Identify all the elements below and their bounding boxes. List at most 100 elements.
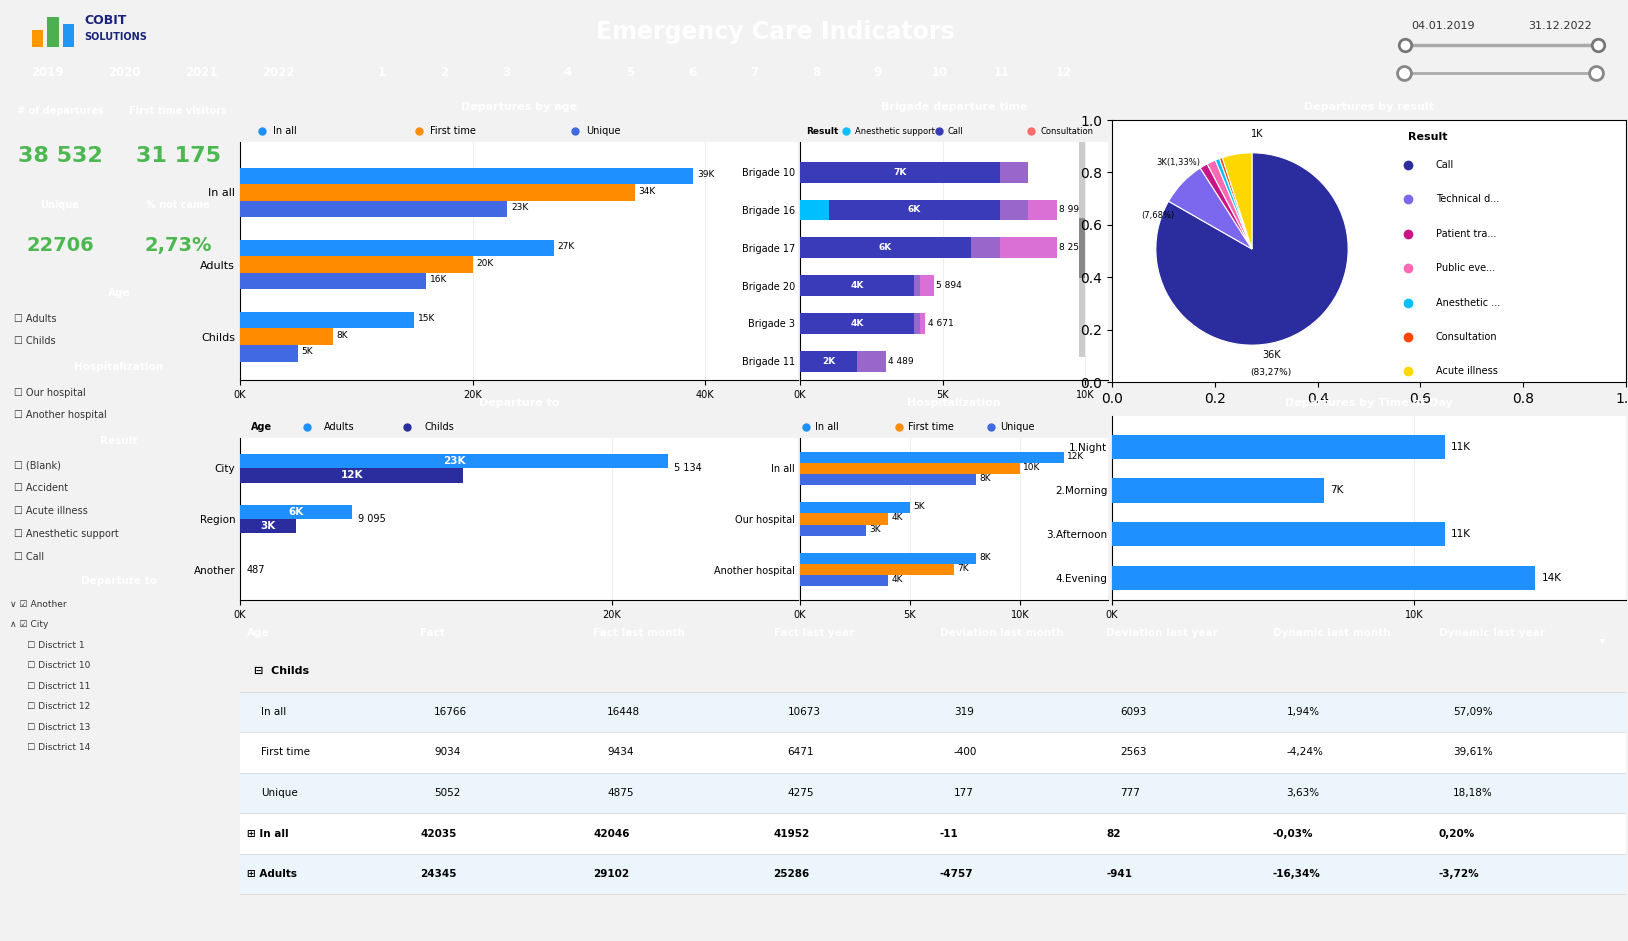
Text: 7K: 7K (894, 167, 907, 177)
Bar (799, 575, 887, 586)
Text: Unique: Unique (1000, 422, 1035, 432)
Text: ☐ Disctrict 13: ☐ Disctrict 13 (10, 723, 90, 732)
Text: 11K: 11K (1451, 441, 1470, 452)
Text: 2020: 2020 (107, 66, 140, 79)
Text: -4757: -4757 (939, 869, 974, 879)
Text: 12: 12 (1057, 66, 1073, 79)
Text: 4: 4 (563, 66, 571, 79)
Text: 4 671: 4 671 (928, 319, 954, 327)
Text: 4 489: 4 489 (887, 357, 913, 366)
Text: 12K: 12K (1068, 452, 1084, 461)
Text: 5052: 5052 (435, 788, 461, 798)
Bar (799, 463, 1021, 474)
Bar (239, 692, 1626, 732)
Text: 18,18%: 18,18% (1452, 788, 1493, 798)
Text: ☐ Another hospital: ☐ Another hospital (15, 409, 107, 420)
Bar (972, 237, 1000, 258)
Text: 6471: 6471 (788, 747, 814, 758)
Text: Departures by Time of Day: Departures by Time of Day (1284, 398, 1452, 408)
Bar (31, 30, 42, 46)
Text: Deviation last month: Deviation last month (939, 628, 1063, 638)
Bar (856, 351, 886, 372)
Text: 2563: 2563 (1120, 747, 1146, 758)
Text: ∨ ☑ Another: ∨ ☑ Another (10, 599, 67, 609)
Bar (799, 275, 913, 295)
Text: 7K: 7K (957, 564, 969, 573)
Text: Fact: Fact (420, 628, 444, 638)
Bar (239, 504, 352, 519)
Bar (799, 162, 1000, 183)
Text: Hospitalization: Hospitalization (75, 362, 163, 372)
Text: 4875: 4875 (607, 788, 633, 798)
Text: 2021: 2021 (184, 66, 217, 79)
Text: 177: 177 (954, 788, 974, 798)
Text: In all: In all (816, 422, 838, 432)
Bar (799, 553, 977, 564)
Text: 23K: 23K (511, 203, 527, 212)
Text: 5: 5 (625, 66, 635, 79)
Text: Patient tra...: Patient tra... (1436, 229, 1496, 239)
Text: First time visitors: First time visitors (129, 106, 226, 116)
Bar (239, 311, 415, 328)
Text: # of departures: # of departures (16, 106, 103, 116)
Text: 42046: 42046 (594, 829, 630, 838)
Text: ∧ ☑ City: ∧ ☑ City (10, 620, 47, 630)
Text: 3: 3 (501, 66, 510, 79)
Text: 2K: 2K (822, 357, 835, 366)
Bar (1000, 237, 1057, 258)
Text: 487: 487 (246, 565, 265, 575)
Text: 7K: 7K (1330, 486, 1343, 496)
Text: Age: Age (251, 422, 272, 432)
Text: 20K: 20K (475, 259, 493, 267)
Bar (799, 237, 972, 258)
Text: 1K: 1K (1250, 129, 1263, 138)
Bar (799, 474, 977, 485)
Text: 9: 9 (874, 66, 882, 79)
Text: ☐ Call: ☐ Call (15, 551, 44, 562)
Text: Anesthetic ...: Anesthetic ... (1436, 297, 1501, 308)
Text: Childs: Childs (425, 422, 454, 432)
Bar (239, 813, 1626, 853)
Bar (799, 351, 856, 372)
Text: 41952: 41952 (773, 829, 809, 838)
Bar (1112, 566, 1535, 590)
Text: 319: 319 (954, 707, 974, 717)
Text: 24345: 24345 (420, 869, 457, 879)
Bar (239, 167, 694, 184)
Text: ▼: ▼ (1599, 637, 1605, 646)
Text: Result: Result (806, 126, 838, 136)
Text: Unique: Unique (41, 200, 80, 210)
Text: Hospitalization: Hospitalization (907, 398, 1001, 408)
Text: 42035: 42035 (420, 829, 456, 838)
Text: 23K: 23K (443, 456, 466, 467)
Text: 5 134: 5 134 (674, 463, 702, 473)
Bar (1079, 138, 1086, 358)
Bar (1000, 199, 1029, 220)
Bar (239, 455, 667, 469)
Text: Call: Call (947, 126, 964, 136)
Bar (1079, 217, 1086, 278)
Wedge shape (1200, 164, 1252, 249)
Text: 11: 11 (993, 66, 1009, 79)
Text: 4275: 4275 (788, 788, 814, 798)
Wedge shape (1216, 158, 1252, 249)
Text: First time: First time (260, 747, 309, 758)
Text: -3,72%: -3,72% (1439, 869, 1480, 879)
Text: Result: Result (101, 436, 138, 446)
Text: -400: -400 (954, 747, 977, 758)
Text: Departures by age: Departures by age (461, 102, 576, 112)
Text: Emergency Care Indicators: Emergency Care Indicators (596, 20, 954, 43)
Text: 3K(1,33%): 3K(1,33%) (1156, 158, 1200, 167)
Text: 14K: 14K (1542, 573, 1561, 583)
Bar (1112, 435, 1444, 458)
Text: 10: 10 (931, 66, 947, 79)
Text: Unique: Unique (260, 788, 298, 798)
Text: 9434: 9434 (607, 747, 633, 758)
Bar (920, 275, 934, 295)
Text: 4K: 4K (850, 281, 864, 290)
Text: 8K: 8K (980, 474, 991, 483)
Text: 5K: 5K (913, 502, 925, 511)
Text: 8 257: 8 257 (1058, 244, 1084, 252)
Bar (829, 199, 1000, 220)
Bar (1112, 522, 1444, 547)
